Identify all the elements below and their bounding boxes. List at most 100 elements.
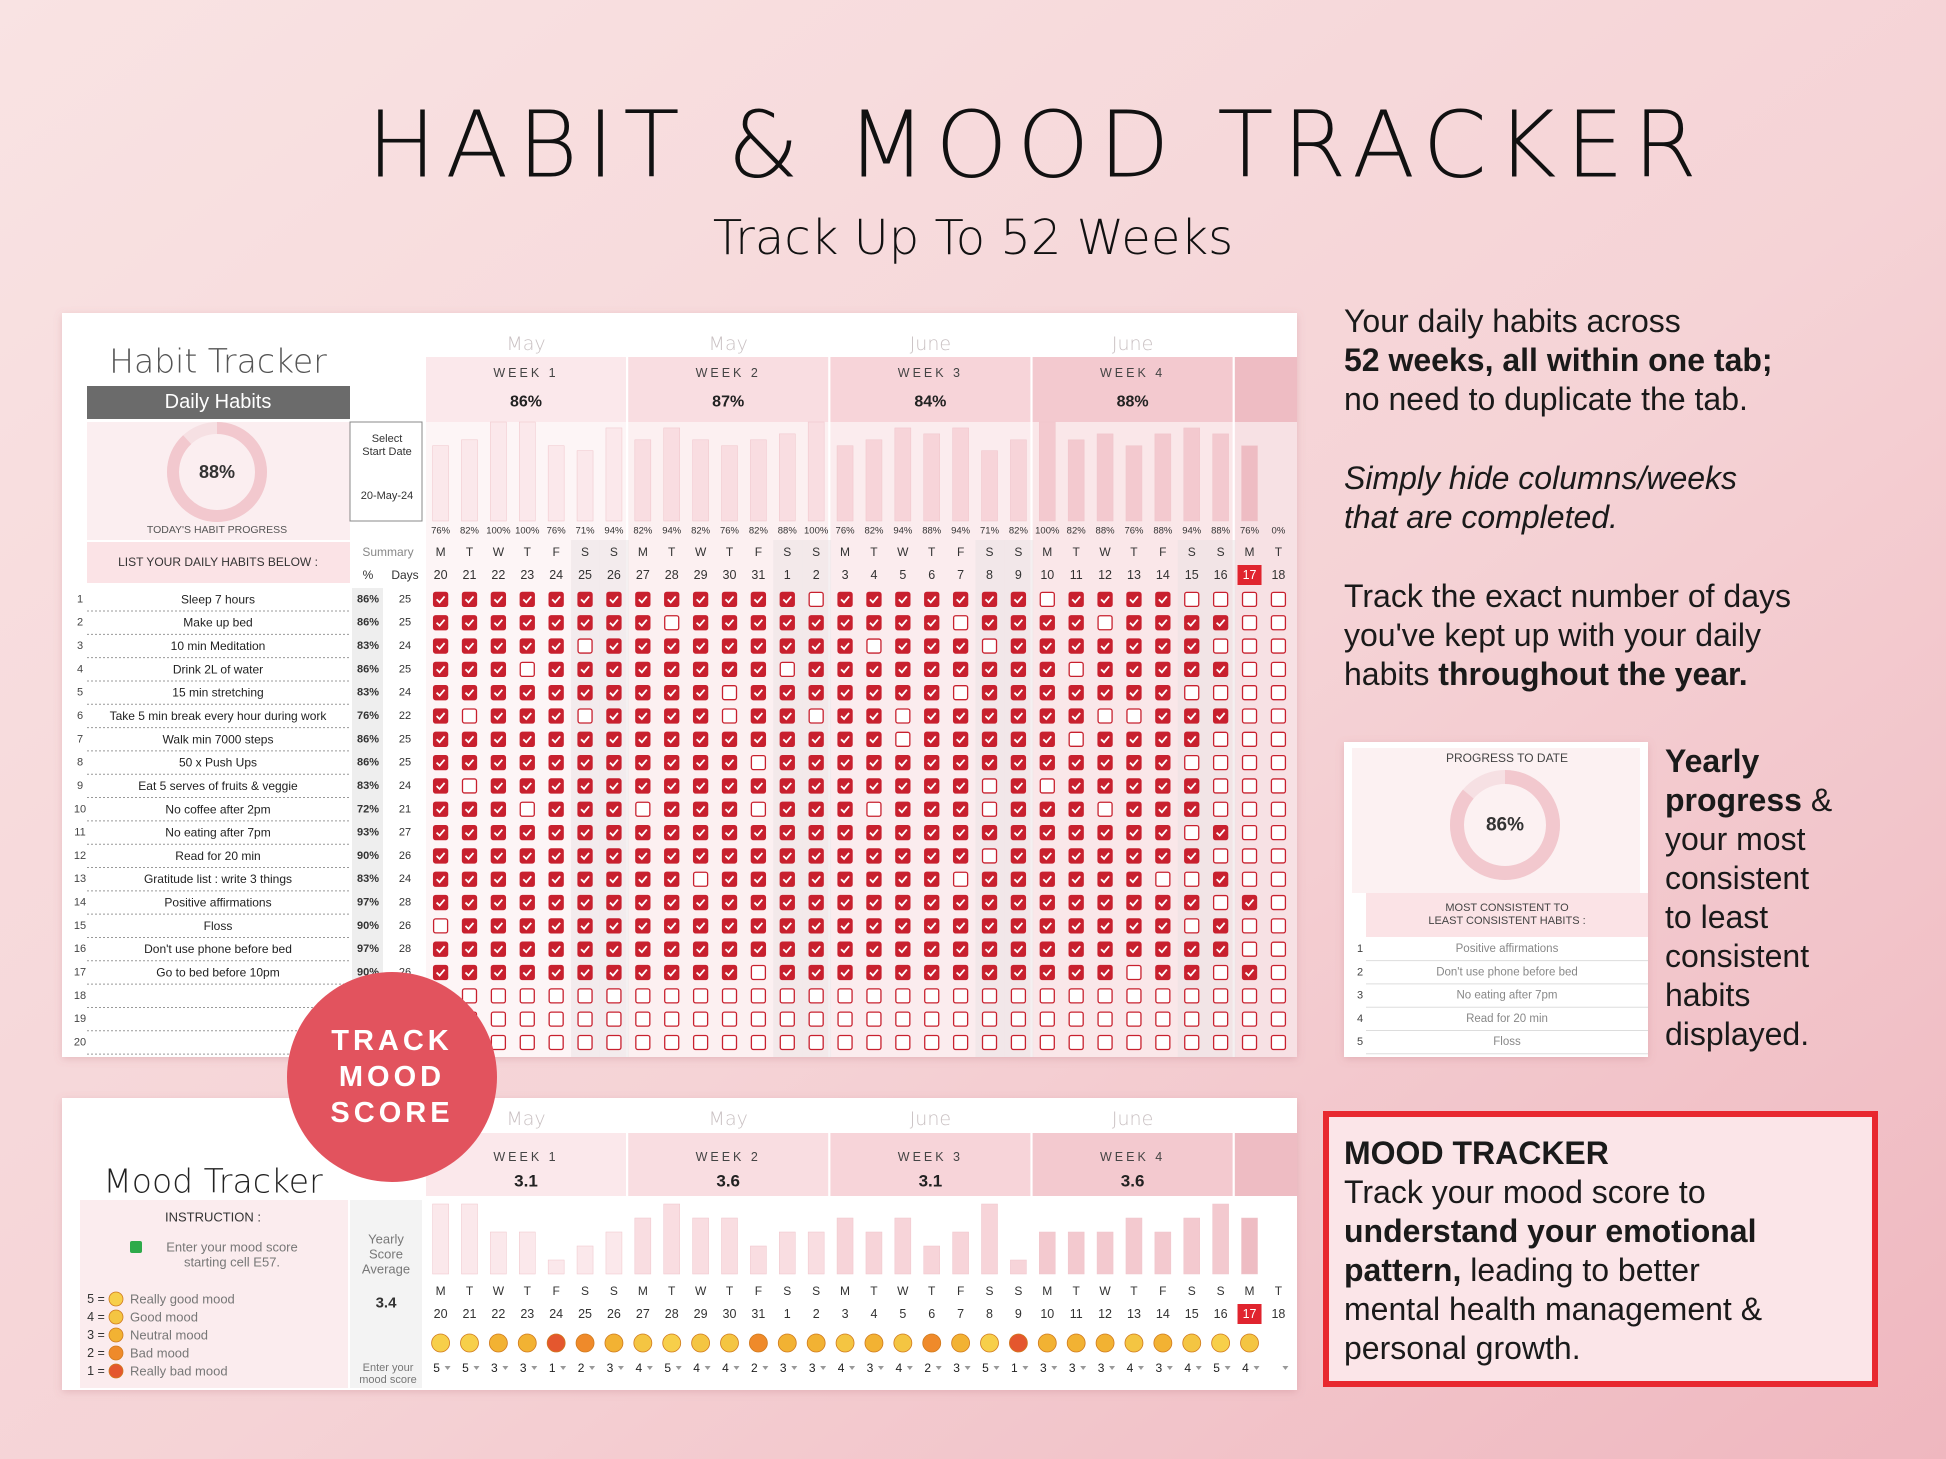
checkbox <box>1270 894 1287 911</box>
checkbox-checked <box>432 708 449 724</box>
daily-percent: 76% <box>720 526 740 537</box>
checkbox <box>1270 661 1287 678</box>
feature-line: Track the exact number of days <box>1344 578 1791 614</box>
checkbox-checked <box>519 731 535 747</box>
checkbox <box>1270 685 1287 701</box>
day-number: 14 <box>1156 568 1170 582</box>
check-mark <box>1129 595 1139 604</box>
checkbox-checked <box>750 918 767 934</box>
day-number: 7 <box>957 568 964 582</box>
check-mark <box>869 829 879 837</box>
checkbox-checked <box>837 964 853 981</box>
check-mark <box>551 852 561 861</box>
mood-day-number: 4 <box>870 1307 877 1321</box>
checkbox-checked <box>692 731 709 747</box>
checkbox-checked <box>432 871 449 887</box>
checkbox-checked <box>721 824 738 841</box>
checkbox-checked <box>779 638 795 654</box>
days-heading: Days <box>391 568 418 582</box>
checkbox-checked <box>895 801 911 817</box>
checkbox-checked <box>635 824 651 841</box>
checkbox-checked <box>1155 778 1171 794</box>
checkbox-checked <box>981 685 998 701</box>
checkbox-checked <box>577 894 593 911</box>
checkbox-checked <box>461 615 478 631</box>
check-mark <box>522 782 532 791</box>
check-mark <box>955 922 966 931</box>
checkbox <box>606 988 622 1004</box>
progress-donut-arc <box>1450 770 1560 880</box>
mood-week-block <box>830 1133 1031 1196</box>
checkbox-checked <box>461 661 478 678</box>
legend-key: 4 = <box>87 1310 105 1324</box>
check-mark <box>955 782 966 791</box>
check-mark <box>493 759 504 767</box>
checkbox-checked <box>519 708 535 724</box>
checkbox-checked <box>750 708 767 724</box>
check-mark <box>753 642 764 651</box>
check-mark <box>898 852 908 861</box>
checkbox-checked <box>808 871 824 887</box>
check-mark <box>1013 945 1024 954</box>
checkbox-checked <box>895 824 911 841</box>
checkbox <box>1155 1011 1171 1027</box>
checkbox-checked <box>1010 801 1027 817</box>
checkbox-checked <box>606 848 622 864</box>
feature-line: Simply hide columns/weeks <box>1344 460 1737 496</box>
check-mark <box>927 945 937 954</box>
checkbox <box>837 988 853 1004</box>
check-mark <box>984 735 995 744</box>
checkbox-checked <box>1212 615 1229 631</box>
check-mark <box>1129 619 1139 628</box>
habit-days: 27 <box>399 827 411 839</box>
day-letter: T <box>1130 545 1138 559</box>
checkbox <box>1212 754 1229 771</box>
dropdown-arrow <box>762 1366 769 1370</box>
mood-box <box>1323 1111 1878 1387</box>
daily-percent: 76% <box>547 526 567 537</box>
checkbox-checked <box>461 685 478 701</box>
day-number: 31 <box>751 568 765 582</box>
checkbox-checked <box>1184 708 1200 724</box>
check-mark <box>782 595 792 604</box>
check-mark <box>811 945 821 954</box>
check-mark <box>753 782 764 791</box>
mood-emoji <box>1182 1333 1202 1353</box>
checkbox-checked <box>490 778 507 794</box>
badge <box>287 972 497 1182</box>
badge-text: TRACK <box>331 1025 453 1057</box>
feature-line: you've kept up with your daily <box>1344 617 1761 653</box>
checkbox-checked <box>866 685 882 701</box>
checkbox-checked <box>548 894 564 911</box>
checkbox-checked <box>432 685 449 701</box>
checkbox <box>808 591 824 608</box>
mood-week-block <box>1032 1133 1233 1196</box>
checkbox-checked <box>837 615 853 631</box>
day-number: 28 <box>665 568 679 582</box>
check-mark <box>464 689 475 698</box>
day-letter: T <box>668 545 676 559</box>
checkbox-checked <box>779 685 795 701</box>
checkbox-checked <box>721 964 738 981</box>
day-letter: T <box>726 545 734 559</box>
checkbox-checked <box>1039 731 1055 747</box>
checkbox-checked <box>779 848 795 864</box>
check-mark <box>464 805 475 814</box>
daily-percent: 100% <box>1035 526 1060 537</box>
checkbox-checked <box>866 848 882 864</box>
dropdown-arrow <box>531 1366 538 1370</box>
check-mark <box>551 922 561 931</box>
mood-day-letter: F <box>755 1284 762 1298</box>
checkbox-checked <box>952 941 969 957</box>
check-mark <box>811 898 821 907</box>
checkbox <box>779 988 795 1004</box>
checkbox-checked <box>750 894 767 911</box>
check-mark <box>1129 805 1139 814</box>
list-heading-box <box>87 542 350 583</box>
checkbox <box>1184 988 1200 1004</box>
checkbox-checked <box>895 615 911 631</box>
today-percent: 88% <box>199 462 235 482</box>
check-mark <box>1042 665 1052 674</box>
checkbox <box>1241 824 1258 841</box>
check-mark <box>724 898 735 907</box>
